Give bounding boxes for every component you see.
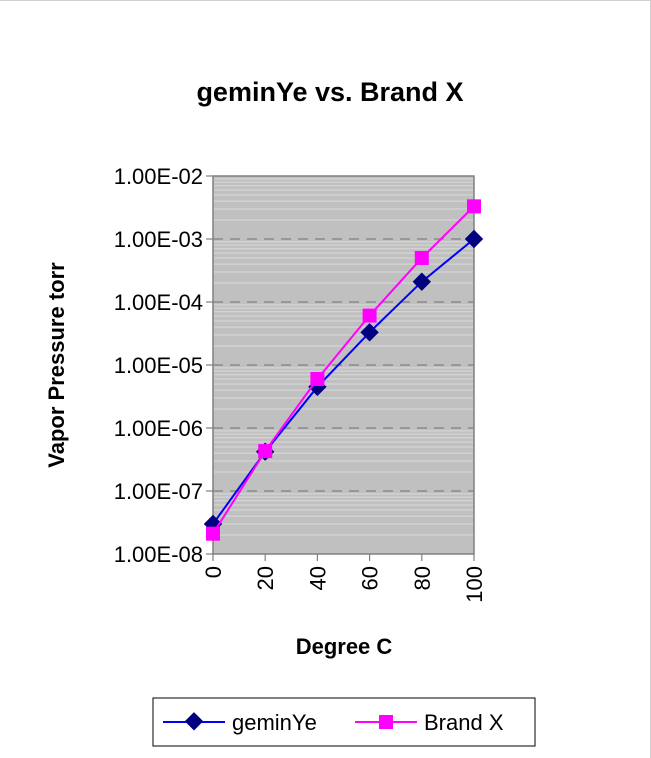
x-tick-label: 80: [410, 566, 435, 590]
legend-marker-brand-x: [379, 715, 393, 729]
data-point-1: [258, 444, 273, 459]
y-tick-label: 1.00E-08: [114, 542, 203, 567]
y-tick-label: 1.00E-06: [114, 416, 203, 441]
y-tick-label: 1.00E-05: [114, 353, 203, 378]
legend-label-brand-x: Brand X: [424, 710, 504, 735]
data-point-1: [467, 199, 481, 214]
x-tick-label: 100: [462, 566, 487, 603]
y-axis-label: Vapor Pressure torr: [44, 262, 69, 468]
legend-label-geminYe: geminYe: [232, 710, 317, 735]
x-axis-label: Degree C: [296, 634, 393, 659]
chart-title: geminYe vs. Brand X: [196, 77, 463, 107]
data-point-0: [464, 229, 484, 249]
x-tick-label: 60: [358, 566, 383, 590]
y-tick-label: 1.00E-02: [114, 164, 203, 189]
data-point-1: [362, 308, 377, 323]
y-tick-label: 1.00E-03: [114, 227, 203, 252]
data-point-1: [310, 371, 325, 386]
legend-marker-geminYe: [184, 712, 204, 731]
data-point-0: [412, 272, 431, 291]
y-tick-label: 1.00E-04: [114, 290, 203, 315]
x-tick-label: 20: [253, 566, 278, 590]
data-point-1: [414, 250, 429, 265]
data-point-1: [206, 526, 220, 541]
x-tick-label: 0: [201, 566, 226, 578]
legend: geminYe Brand X: [152, 697, 536, 747]
data-point-0: [360, 323, 379, 342]
y-tick-label: 1.00E-07: [114, 479, 203, 504]
x-tick-label: 40: [305, 566, 330, 590]
series-line-1: [212, 205, 475, 535]
